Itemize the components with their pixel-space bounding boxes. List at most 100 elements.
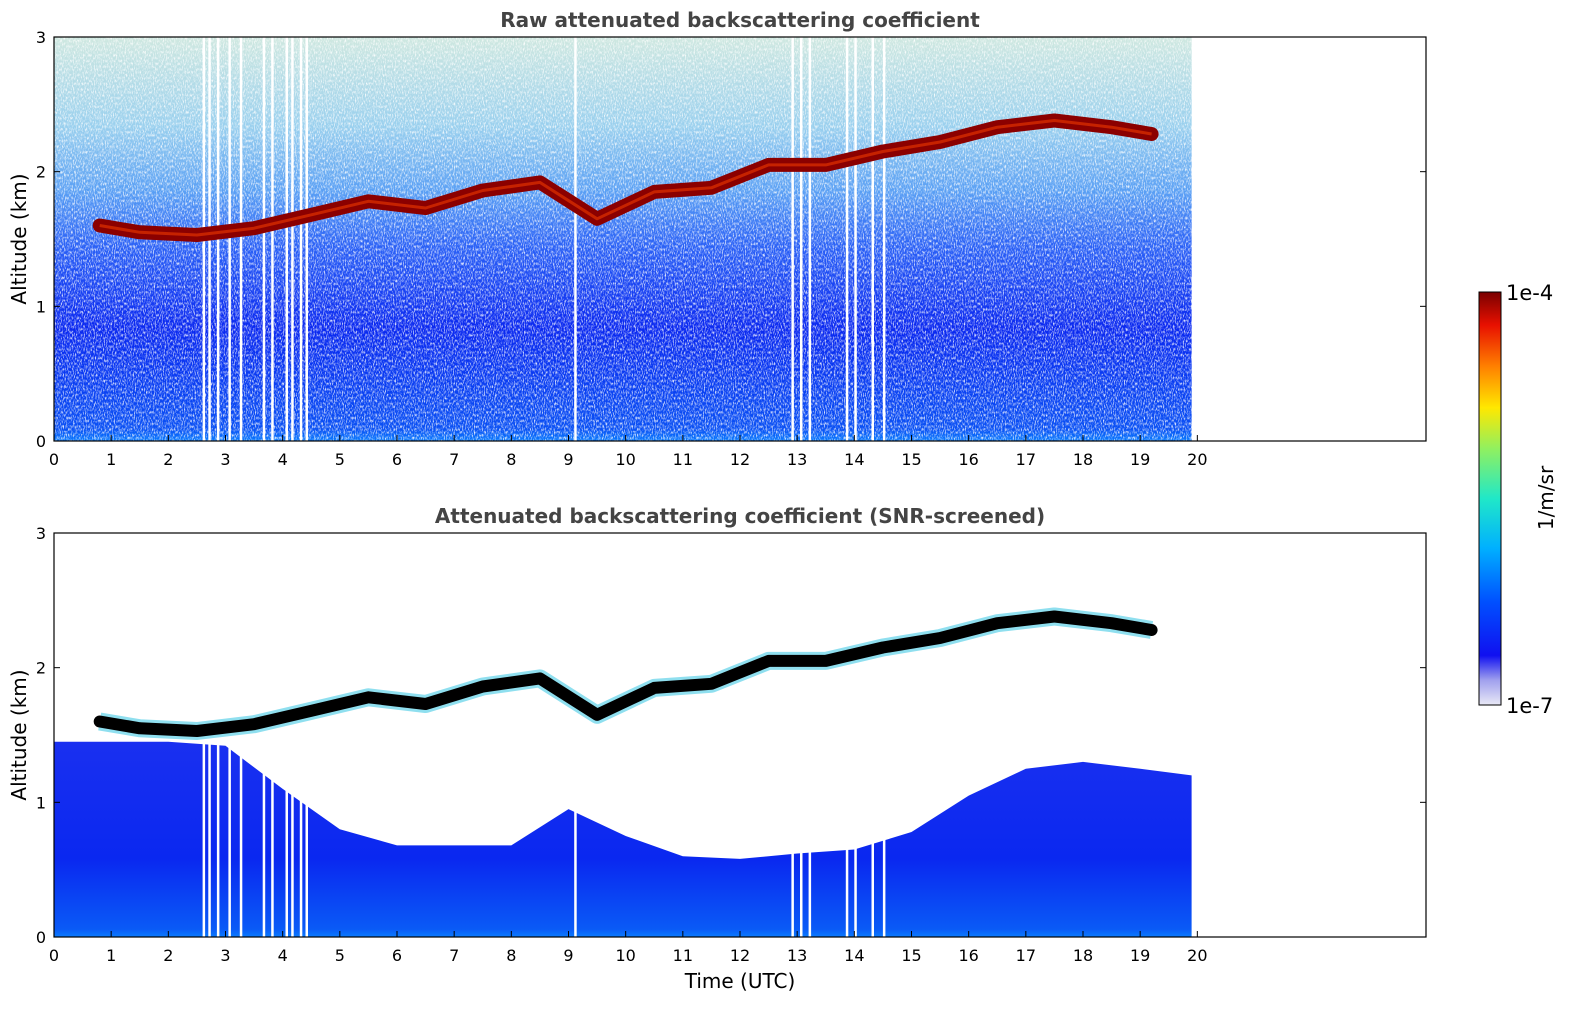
x-tick-label: 10: [615, 946, 635, 965]
data-gap-screened: [285, 533, 288, 937]
y-tick-label: 3: [36, 28, 46, 47]
y-tick-label: 1: [36, 297, 46, 316]
x-tick-label: 11: [673, 450, 693, 469]
x-axis-ticks-screened: 0 1 2 3 4 5 6 7 8 9 10 11 12 13 14 15 16 17 18 19 20: [49, 931, 1208, 965]
heatmap-background-screened: [54, 741, 1192, 937]
x-tick-label: 5: [335, 946, 345, 965]
data-gap-screened: [791, 533, 794, 937]
x-tick-label: 18: [1073, 946, 1093, 965]
data-gap-screened: [574, 533, 577, 937]
x-tick-label: 16: [958, 450, 978, 469]
x-tick-label: 15: [901, 946, 921, 965]
colorbar-max-label: 1e-4: [1506, 281, 1553, 305]
y-axis-ticks-raw: 0 1 2 3: [36, 28, 1426, 451]
x-tick-label: 6: [392, 946, 402, 965]
x-tick-label: 20: [1187, 946, 1207, 965]
x-tick-label: 1: [106, 450, 116, 469]
x-tick-label: 6: [392, 450, 402, 469]
cloud-layer-screened: [93, 610, 1158, 737]
x-tick-label: 10: [615, 450, 635, 469]
y-tick-label: 2: [36, 163, 46, 182]
data-gap-raw: [854, 37, 857, 441]
heatmap-speckle-raw: [54, 37, 1192, 441]
data-gap-raw: [285, 37, 288, 441]
y-tick-label: 3: [36, 524, 46, 543]
x-tick-label: 14: [844, 450, 864, 469]
cloud-layer-halo-screened: [98, 607, 1154, 740]
data-gap-screened: [262, 533, 266, 937]
data-gap-raw: [228, 37, 231, 441]
y-tick-label: 0: [36, 432, 46, 451]
x-axis-label: Time (UTC): [684, 969, 796, 993]
x-tick-label: 2: [163, 450, 173, 469]
x-tick-label: 3: [220, 946, 230, 965]
data-gap-raw: [845, 37, 849, 441]
x-tick-label: 9: [563, 450, 573, 469]
data-gap-screened: [239, 533, 243, 937]
x-axis-ticks-raw: 0 1 2 3 4 5 6 7 8 9 10 11 12 13 14 15 16 17 18 19 20: [49, 435, 1208, 469]
x-tick-label: 16: [958, 946, 978, 965]
data-gap-raw: [791, 37, 794, 441]
x-tick-label: 17: [1016, 450, 1036, 469]
x-tick-label: 12: [730, 946, 750, 965]
data-gap-screened: [291, 533, 294, 937]
x-tick-label: 4: [278, 946, 288, 965]
data-gap-screened: [299, 533, 303, 937]
data-gap-screened: [845, 533, 849, 937]
x-tick-label: 4: [278, 450, 288, 469]
x-tick-label: 8: [506, 946, 516, 965]
x-tick-label: 19: [1130, 450, 1150, 469]
x-tick-label: 13: [787, 450, 807, 469]
panel-screened: Attenuated backscattering coefficient (S…: [7, 504, 1427, 993]
data-gap-raw: [291, 37, 294, 441]
data-gap-raw: [271, 37, 274, 441]
x-tick-label: 14: [844, 946, 864, 965]
data-gap-screened: [854, 533, 857, 937]
y-axis-label-raw: Altitude (km): [7, 173, 31, 304]
x-tick-label: 5: [335, 450, 345, 469]
cloud-layer-edge-raw: [99, 119, 1152, 237]
y-tick-label: 2: [36, 659, 46, 678]
x-tick-label: 7: [449, 450, 459, 469]
heatmap-screened: [54, 533, 1192, 937]
heatmap-raw: [54, 37, 1192, 441]
x-tick-label: 19: [1130, 946, 1150, 965]
chart-title-raw: Raw attenuated backscattering coefficien…: [500, 8, 980, 32]
x-tick-label: 9: [563, 946, 573, 965]
x-tick-label: 1: [106, 946, 116, 965]
data-gap-raw: [882, 37, 886, 441]
x-tick-label: 11: [673, 946, 693, 965]
colorbar-gradient: [1478, 291, 1502, 706]
colorbar-min-label: 1e-7: [1506, 694, 1553, 718]
data-gap-screened: [871, 533, 874, 937]
panel-raw: Raw attenuated backscattering coefficien…: [7, 8, 1427, 469]
x-tick-label: 0: [49, 946, 59, 965]
data-gap-screened: [800, 533, 803, 937]
data-gap-raw: [239, 37, 243, 441]
data-gap-raw: [262, 37, 266, 441]
data-gap-screened: [882, 533, 886, 937]
x-tick-label: 7: [449, 946, 459, 965]
data-gap-raw: [871, 37, 874, 441]
x-tick-label: 13: [787, 946, 807, 965]
x-tick-label: 20: [1187, 450, 1207, 469]
data-gap-raw: [299, 37, 303, 441]
data-gap-screened: [808, 533, 812, 937]
chart-title-screened: Attenuated backscattering coefficient (S…: [435, 504, 1045, 528]
x-tick-label: 15: [901, 450, 921, 469]
data-gap-raw: [808, 37, 812, 441]
x-tick-label: 8: [506, 450, 516, 469]
y-axis-label-screened: Altitude (km): [7, 669, 31, 800]
x-tick-label: 2: [163, 946, 173, 965]
y-tick-label: 1: [36, 793, 46, 812]
colorbar-unit-label: 1/m/sr: [1534, 465, 1558, 530]
x-tick-label: 12: [730, 450, 750, 469]
x-tick-label: 0: [49, 450, 59, 469]
data-gap-screened: [271, 533, 274, 937]
y-axis-ticks-screened: 0 1 2 3: [36, 524, 1426, 947]
data-gap-raw: [305, 37, 308, 441]
colorbar: 1e-4 1e-7 1/m/sr: [1478, 281, 1558, 718]
x-tick-label: 3: [220, 450, 230, 469]
y-tick-label: 0: [36, 928, 46, 947]
